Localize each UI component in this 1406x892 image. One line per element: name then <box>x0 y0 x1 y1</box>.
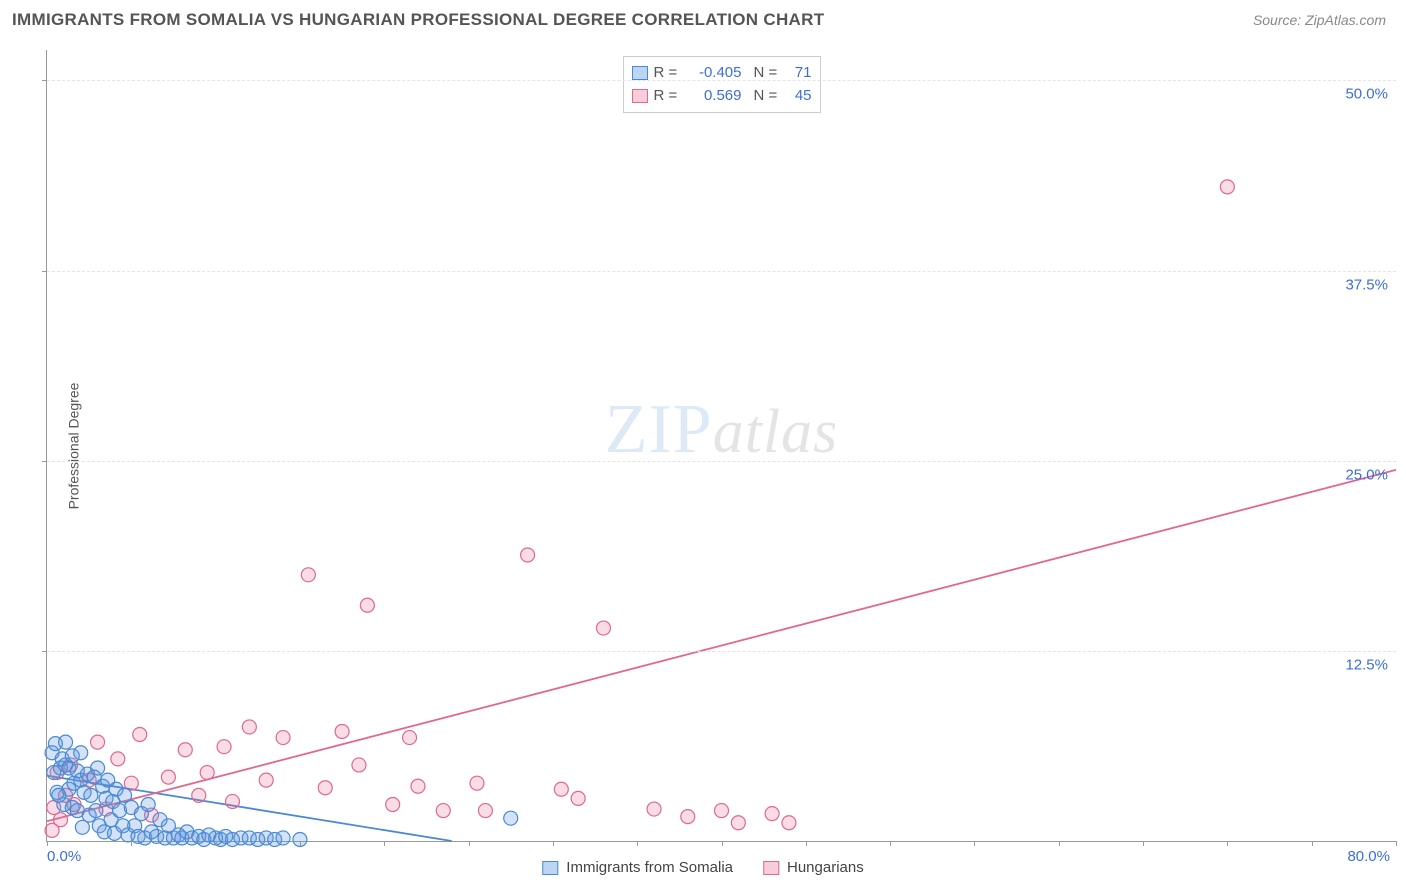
legend-label-somalia: Immigrants from Somalia <box>566 859 733 876</box>
scatter-point <box>765 807 779 821</box>
chart-source: Source: ZipAtlas.com <box>1253 12 1386 28</box>
legend-swatch-hungarians <box>763 861 779 875</box>
scatter-point <box>161 770 175 784</box>
chart-title: IMMIGRANTS FROM SOMALIA VS HUNGARIAN PRO… <box>12 10 824 30</box>
x-max-label: 80.0% <box>1347 848 1390 865</box>
scatter-point <box>681 810 695 824</box>
scatter-point <box>647 802 661 816</box>
x-tick <box>469 841 470 846</box>
scatter-point <box>74 746 88 760</box>
scatter-point <box>89 804 103 818</box>
scatter-point <box>133 728 147 742</box>
scatter-point <box>217 740 231 754</box>
x-tick <box>47 841 48 846</box>
scatter-point <box>276 731 290 745</box>
scatter-point <box>571 791 585 805</box>
x-tick <box>1396 841 1397 846</box>
scatter-point <box>731 816 745 830</box>
x-tick <box>1143 841 1144 846</box>
source-label: Source: <box>1253 12 1301 28</box>
plot-area: ZIPatlas R = -0.405 N = 71 R = 0.569 N =… <box>46 50 1396 842</box>
scatter-point <box>436 804 450 818</box>
scatter-point <box>192 788 206 802</box>
scatter-point <box>301 568 315 582</box>
scatter-point <box>411 779 425 793</box>
scatter-point <box>782 816 796 830</box>
regression-line <box>47 470 1396 821</box>
scatter-point <box>276 831 290 845</box>
scatter-point <box>84 788 98 802</box>
x-tick <box>890 841 891 846</box>
x-tick <box>974 841 975 846</box>
scatter-point <box>386 797 400 811</box>
scatter-point <box>45 823 59 837</box>
scatter-point <box>596 621 610 635</box>
legend-entry-somalia: Immigrants from Somalia <box>542 859 733 876</box>
scatter-point <box>141 797 155 811</box>
chart-svg <box>47 50 1396 841</box>
scatter-point <box>111 752 125 766</box>
scatter-point <box>318 781 332 795</box>
chart-header: IMMIGRANTS FROM SOMALIA VS HUNGARIAN PRO… <box>0 0 1406 36</box>
scatter-point <box>59 735 73 749</box>
x-min-label: 0.0% <box>47 848 81 865</box>
x-tick <box>300 841 301 846</box>
scatter-point <box>403 731 417 745</box>
legend-swatch-somalia <box>542 861 558 875</box>
scatter-point <box>178 743 192 757</box>
x-tick <box>722 841 723 846</box>
grid-line <box>47 80 1396 81</box>
x-tick <box>1312 841 1313 846</box>
scatter-point <box>1220 180 1234 194</box>
grid-line <box>47 461 1396 462</box>
scatter-point <box>470 776 484 790</box>
x-tick <box>1059 841 1060 846</box>
scatter-point <box>91 761 105 775</box>
legend-bottom: Immigrants from Somalia Hungarians <box>542 859 863 876</box>
grid-line <box>47 271 1396 272</box>
source-value: ZipAtlas.com <box>1305 12 1386 28</box>
scatter-point <box>504 811 518 825</box>
y-tick-label: 50.0% <box>1345 86 1388 103</box>
scatter-point <box>554 782 568 796</box>
y-tick-label: 25.0% <box>1345 466 1388 483</box>
y-tick-label: 37.5% <box>1345 276 1388 293</box>
scatter-point <box>259 773 273 787</box>
x-tick <box>553 841 554 846</box>
scatter-point <box>200 766 214 780</box>
legend-label-hungarians: Hungarians <box>787 859 864 876</box>
grid-line <box>47 651 1396 652</box>
x-tick <box>131 841 132 846</box>
scatter-point <box>242 720 256 734</box>
x-tick <box>1227 841 1228 846</box>
scatter-point <box>335 724 349 738</box>
legend-entry-hungarians: Hungarians <box>763 859 864 876</box>
scatter-point <box>52 788 66 802</box>
scatter-point <box>360 598 374 612</box>
x-tick <box>216 841 217 846</box>
x-tick <box>806 841 807 846</box>
scatter-point <box>715 804 729 818</box>
scatter-point <box>91 735 105 749</box>
scatter-point <box>521 548 535 562</box>
scatter-point <box>225 794 239 808</box>
scatter-point <box>478 804 492 818</box>
y-tick-label: 12.5% <box>1345 656 1388 673</box>
x-tick <box>637 841 638 846</box>
scatter-point <box>352 758 366 772</box>
x-tick <box>384 841 385 846</box>
